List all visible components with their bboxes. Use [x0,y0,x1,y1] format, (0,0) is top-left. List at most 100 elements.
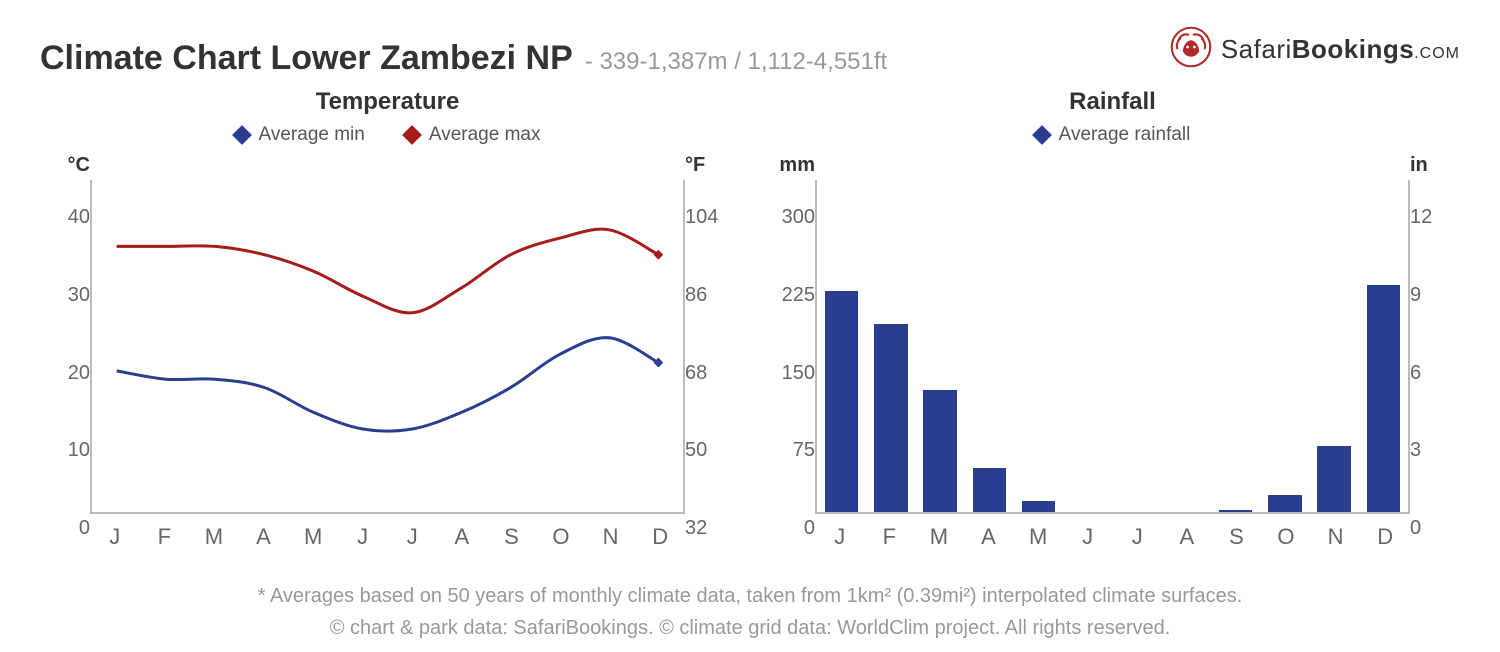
axis-tick: 225 [782,284,815,307]
y-axis-left: mm 300225150750 [765,154,815,540]
bar-slot [916,180,965,512]
footer: * Averages based on 50 years of monthly … [40,580,1460,644]
axis-tick: 0 [804,517,815,540]
bar-slot [1260,180,1309,512]
axis-tick: 0 [79,517,90,540]
charts-row: Temperature Average min Average max °C 4… [40,88,1460,550]
rainfall-bar [1219,510,1252,512]
axis-tick: 0 [1410,517,1421,540]
month-label: M [1013,524,1063,550]
y-axis-left: °C 403020100 [40,154,90,540]
brand-logo: SafariBookings.COM [1169,25,1460,74]
footer-line2: © chart & park data: SafariBookings. © c… [40,612,1460,644]
rainfall-legend: Average rainfall [765,124,1460,146]
temperature-plot-wrap: JFMAMJJASOND [90,154,685,550]
rainfall-plot-row: mm 300225150750 JFMAMJJASOND in 129630 [765,154,1460,550]
axis-tick: 3 [1410,439,1421,462]
axis-tick: 75 [793,439,815,462]
temperature-lines [92,180,683,512]
temperature-legend: Average min Average max [40,124,735,146]
legend-label: Average min [259,124,365,146]
month-label: S [1212,524,1262,550]
bar-slot [1359,180,1408,512]
brand-part1: Safari [1221,34,1292,64]
month-label: N [586,524,636,550]
unit-row [90,154,685,180]
month-label: M [288,524,338,550]
rainfall-title: Rainfall [765,88,1460,116]
axis-tick: 10 [68,439,90,462]
axis-tick: 86 [685,284,707,307]
diamond-icon [402,125,422,145]
bar-slot [817,180,866,512]
y-axis-right: in 12 9 6 3 0 [1410,154,1460,540]
unit-row [815,154,1410,180]
month-label: A [964,524,1014,550]
month-label: J [90,524,140,550]
legend-avg-max: Average max [405,124,541,146]
bar-slot [965,180,1014,512]
rainfall-plot [815,180,1410,514]
page-title: Climate Chart Lower Zambezi NP [40,39,573,78]
temperature-chart: Temperature Average min Average max °C 4… [40,88,735,550]
temperature-plot [90,180,685,514]
month-label: J [387,524,437,550]
rainfall-plot-wrap: JFMAMJJASOND [815,154,1410,550]
month-label: A [1162,524,1212,550]
header: Climate Chart Lower Zambezi NP - 339-1,3… [40,25,1460,78]
brand-part2: Bookings [1292,34,1414,64]
rainfall-bar [1317,446,1350,512]
axis-tick: 9 [1410,284,1421,307]
legend-label: Average rainfall [1059,124,1191,146]
lion-icon [1169,25,1213,74]
rainfall-bar [1367,285,1400,512]
month-label: N [1311,524,1361,550]
axis-tick: 300 [782,206,815,229]
avg-min-line [117,338,659,432]
month-label: F [865,524,915,550]
rainfall-bar [923,390,956,512]
bar-slot [1113,180,1162,512]
month-label: O [536,524,586,550]
axis-tick: 40 [68,206,90,229]
diamond-icon [1032,125,1052,145]
axis-unit-in: in [1410,154,1460,180]
rainfall-chart: Rainfall Average rainfall mm 30022515075… [765,88,1460,550]
rainfall-bar [1022,501,1055,512]
month-label: D [1360,524,1410,550]
bar-slot [1063,180,1112,512]
axis-unit-mm: mm [765,154,815,180]
axis-tick: 32 [685,517,707,540]
axis-unit-f: °F [685,154,735,180]
bar-slot [1211,180,1260,512]
axis-tick: 12 [1410,206,1432,229]
legend-avg-rainfall: Average rainfall [1035,124,1191,146]
temperature-title: Temperature [40,88,735,116]
axis-tick: 68 [685,362,707,385]
month-label: F [140,524,190,550]
month-label: J [815,524,865,550]
month-label: A [239,524,289,550]
avg-max-line [117,229,659,313]
temperature-x-axis: JFMAMJJASOND [90,524,685,550]
month-label: J [338,524,388,550]
axis-tick: 6 [1410,362,1421,385]
y-axis-right: °F 10486685032 [685,154,735,540]
bar-slot [1014,180,1063,512]
axis-tick: 20 [68,362,90,385]
month-label: M [189,524,239,550]
rainfall-bar [874,324,907,512]
month-label: M [914,524,964,550]
legend-avg-min: Average min [235,124,365,146]
axis-tick: 50 [685,439,707,462]
month-label: J [1112,524,1162,550]
axis-unit-c: °C [40,154,90,180]
rainfall-bar [825,291,858,512]
legend-label: Average max [429,124,541,146]
title-group: Climate Chart Lower Zambezi NP - 339-1,3… [40,39,887,78]
bar-slot [866,180,915,512]
brand-text: SafariBookings.COM [1221,34,1460,65]
bar-slot [1310,180,1359,512]
month-label: O [1261,524,1311,550]
brand-tld: .COM [1414,45,1460,62]
